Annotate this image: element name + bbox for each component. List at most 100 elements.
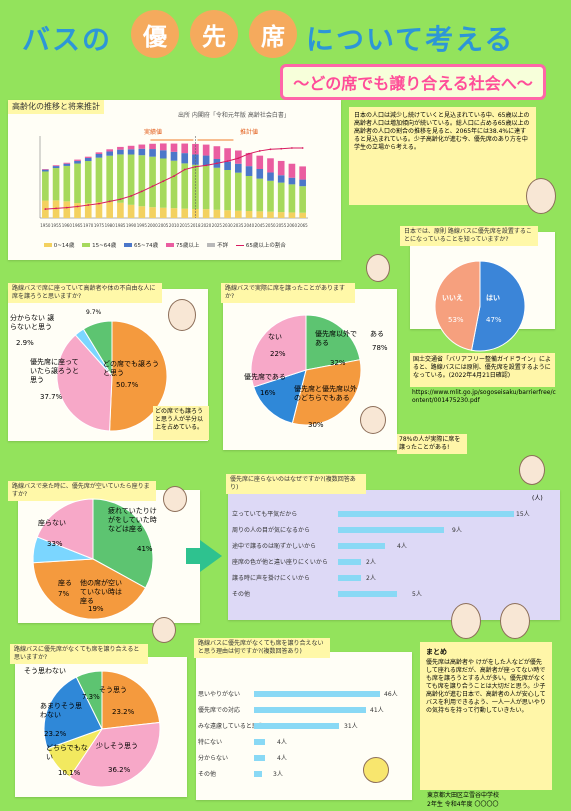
pie-slice [109, 320, 168, 432]
q2-value-2: 2.9% [16, 339, 34, 347]
q7-row: 分からない 4人 [198, 755, 287, 762]
summary-note: まとめ 優先席は高齢者や けがをした人などが優先して座れる席だが、高齢者が座って… [420, 642, 552, 790]
ratio-point [76, 205, 79, 208]
aging-bar [42, 169, 49, 170]
aging-bar [84, 161, 92, 204]
aging-bar [159, 143, 167, 151]
aging-bar [149, 149, 156, 157]
title-text-2: について考える [306, 23, 515, 56]
q4-value-1: 41% [137, 545, 153, 553]
q3-value-3: 16% [260, 389, 276, 397]
subtitle: ～どの席でも譲り合える社会へ～ [280, 64, 546, 100]
q4-value-3: 19% [88, 605, 104, 613]
question1-note-text: 国土交通省「バリアフリー整備ガイドライン」によると、路線バスには原則、優先席を設… [413, 356, 552, 379]
aging-chart-title: 高齢化の推移と将来推計 [8, 100, 104, 114]
aging-chart-panel: 高齢化の推移と将来推計 出所 内閣府「令和元年版 高齢社会白書」 実績値 推計値… [8, 100, 341, 260]
q3-value-1: 32% [330, 359, 346, 367]
x-tick-label: 1950 [40, 223, 51, 228]
x-tick-label: 2035 [233, 223, 244, 228]
x-tick-label: 2030 [223, 223, 234, 228]
title-circle-2: 先 [190, 10, 238, 58]
aging-chart-source: 出所 内閣府「令和元年版 高齢社会白書」 [178, 112, 290, 119]
boy2-figure [152, 617, 176, 643]
pie-slice [253, 369, 307, 424]
q6-label-4: そう思わない [24, 667, 66, 675]
x-tick-label: 1980 [105, 223, 116, 228]
q7-bar [254, 771, 263, 777]
annotation-left: 実績値 [144, 129, 163, 136]
aging-bar [74, 160, 81, 164]
ratio-point [280, 147, 283, 150]
aging-bar [267, 180, 274, 212]
aging-bar [299, 186, 306, 213]
aging-bar [63, 163, 71, 166]
q7-row: 優先席での対応 41人 [198, 707, 384, 714]
aging-bar [256, 155, 264, 170]
summary-title: まとめ [426, 648, 447, 656]
q7-row: みな遠慮していると思う 31人 [198, 723, 358, 730]
aging-bar [224, 210, 231, 218]
q1-label-yes: はい [486, 294, 500, 302]
ratio-point [87, 204, 90, 206]
aging-bar [138, 148, 146, 156]
aging-bar [138, 144, 146, 149]
pie-slice [36, 498, 94, 560]
aging-bar [245, 166, 253, 176]
ratio-point [248, 152, 250, 155]
aging-bar [95, 154, 103, 158]
x-tick-label: 2018 [190, 223, 201, 228]
aging-bar [299, 179, 306, 187]
aging-bar [138, 206, 146, 218]
q6-label-1: 少しそう思う [96, 742, 138, 750]
aging-bar [52, 165, 60, 167]
aging-bar [149, 156, 156, 208]
aging-bar [170, 151, 178, 161]
aging-bar [159, 158, 167, 208]
x-tick-label: 2020 [201, 223, 212, 228]
aging-bar [106, 149, 114, 152]
question7-bars: 思いやりがない 46人 優先席での対応 41人 みな遠慮していると思う 31人 … [198, 686, 412, 788]
arrow-icon [200, 540, 222, 572]
q4-label-2: 座る [58, 579, 72, 587]
ratio-point [183, 168, 186, 171]
aging-bar [213, 209, 221, 218]
x-tick-label: 2060 [287, 223, 298, 228]
question1-pie [434, 260, 526, 352]
q7-row: その他 3人 [198, 771, 283, 778]
aging-bar [149, 143, 156, 150]
aging-bar [267, 158, 274, 173]
aging-bar [224, 161, 231, 170]
seated-figure [366, 254, 390, 282]
q5-row: 途中で譲るのは恥ずかしいから 4人 [232, 543, 407, 550]
aging-bar [224, 148, 231, 162]
q7-row: 特にない 4人 [198, 739, 287, 746]
arrow-shaft [186, 548, 200, 564]
aging-bar [288, 177, 296, 185]
aging-bar [117, 146, 124, 150]
intro-note-text: 日本の人口は減少し続けていくと見込まれている中、65歳以上の高齢者人口は増加傾向… [354, 112, 530, 151]
ratio-point [173, 175, 175, 177]
aging-bar [256, 169, 264, 179]
aging-bar [202, 165, 210, 210]
aging-bar [52, 168, 60, 201]
aging-bar [202, 209, 210, 218]
ratio-point [162, 180, 165, 183]
pie-slice [43, 676, 103, 750]
q6-value-4: 7.3% [82, 693, 100, 701]
legend-4: 不詳 [207, 241, 228, 249]
aging-bar [267, 211, 274, 218]
q4-label-1: 疲れていたりけがをしていた時などは座る [108, 507, 157, 533]
q6-value-2: 10.1% [58, 769, 81, 777]
aging-bar [213, 167, 221, 210]
annotation-right: 推計値 [240, 129, 259, 136]
q6-label-0: そう思う [99, 686, 127, 694]
ratio-point [98, 202, 100, 205]
q5-row: 周りの人の目が気になるから 9人 [232, 527, 462, 534]
aging-bar [127, 204, 135, 218]
worker2-figure [500, 603, 530, 639]
aging-bar [159, 207, 167, 218]
q7-bar [254, 691, 380, 697]
q2-label-1: 優先席に座っていたら譲ろうと思う [30, 358, 79, 384]
aging-bar [192, 208, 199, 218]
pie-slice [32, 558, 147, 620]
